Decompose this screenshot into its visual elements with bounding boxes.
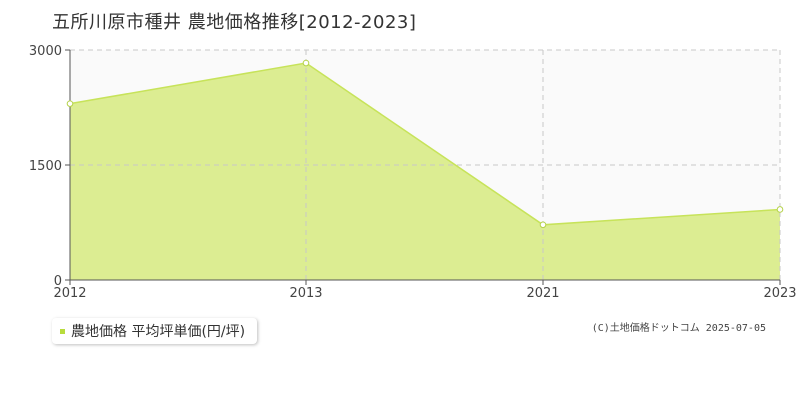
legend[interactable]: 農地価格 平均坪単価(円/坪) (52, 318, 258, 344)
x-tick-label: 2013 (289, 286, 322, 301)
y-tick-label: 0 (54, 274, 62, 289)
copyright-text: (C)土地価格ドットコム 2025-07-05 (591, 323, 766, 334)
series-line (69, 62, 781, 226)
x-tick-label: 2023 (763, 286, 796, 301)
data-point (66, 100, 74, 107)
x-tick-label: 2021 (526, 286, 559, 301)
y-tick-label: 3000 (29, 44, 62, 59)
data-point (776, 206, 784, 213)
data-point (302, 59, 310, 67)
series-area (70, 63, 780, 281)
legend-label: 農地価格 平均坪単価(円/坪) (71, 324, 246, 340)
legend-swatch-icon (60, 328, 65, 334)
data-point (539, 221, 547, 229)
chart-title: 五所川原市種井 農地価格推移[2012-2023] (52, 12, 417, 33)
y-tick-label: 1500 (29, 159, 62, 174)
x-tick-label: 2012 (53, 286, 86, 301)
